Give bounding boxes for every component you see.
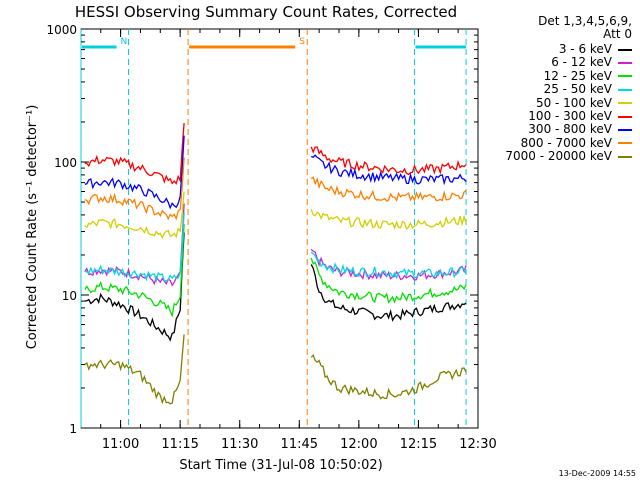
series-line: [310, 264, 467, 322]
legend-item: 25 - 50 keV: [544, 82, 632, 96]
legend-item: 800 - 7000 keV: [521, 136, 632, 150]
legend-swatch: [618, 61, 632, 64]
legend-swatch: [618, 155, 632, 158]
series-line: [310, 257, 467, 304]
legend-label: 7000 - 20000 keV: [505, 149, 612, 164]
legend-label: 6 - 12 keV: [551, 55, 612, 70]
legend-swatch: [618, 142, 632, 145]
series-line: [84, 212, 185, 284]
x-tick-label: 11:15: [161, 437, 198, 452]
x-tick-label: 12:30: [459, 437, 496, 452]
legend-label: 300 - 800 keV: [528, 122, 612, 137]
legend-label: 12 - 25 keV: [543, 68, 612, 83]
chart-title: HESSI Observing Summary Count Rates, Cor…: [75, 3, 457, 21]
series-line: [84, 135, 185, 210]
series-line: [310, 154, 467, 186]
legend-header: Det 1,3,4,5,6,9,: [538, 14, 632, 28]
footer-date: 13-Dec-2009 14:55: [559, 469, 636, 478]
legend-item: 100 - 300 keV: [528, 109, 632, 123]
legend-label: 25 - 50 keV: [543, 82, 612, 97]
series-line: [84, 157, 185, 221]
x-axis-label: Start Time (31-Jul-08 10:50:02): [179, 458, 382, 473]
y-tick-label: 1: [69, 422, 77, 436]
legend-label: 100 - 300 keV: [528, 109, 612, 123]
series-line: [310, 209, 467, 231]
x-tick-label: 11:30: [221, 437, 258, 452]
legend-label: 3 - 6 keV: [558, 42, 612, 56]
legend-swatch: [618, 115, 632, 118]
legend-swatch: [618, 128, 632, 131]
legend-label: 800 - 7000 keV: [520, 135, 612, 150]
series-line: [84, 191, 185, 240]
series-line: [84, 223, 185, 318]
x-tick-label: 11:00: [102, 437, 139, 452]
legend-label: 50 - 100 keV: [535, 95, 612, 110]
series-line: [84, 232, 185, 342]
legend-item: 12 - 25 keV: [544, 69, 632, 83]
legend-item: 3 - 6 keV: [559, 42, 632, 56]
series-line: [84, 334, 185, 405]
legend-item: 50 - 100 keV: [536, 96, 632, 110]
x-tick-label: 12:15: [400, 437, 437, 452]
flag-label: S: [299, 37, 305, 47]
legend-swatch: [618, 75, 632, 78]
legend-item: 300 - 800 keV: [528, 122, 632, 136]
plot-area: N S 1 10 100 1000 11:00 11:15 11:30 11:45 12:00 12:…: [46, 23, 496, 452]
legend-swatch: [618, 102, 632, 105]
series-line: [310, 354, 467, 400]
flag-label: N: [121, 37, 128, 47]
series-line: [310, 176, 467, 203]
legend-swatch: [618, 48, 632, 51]
y-tick-label: 10: [62, 289, 77, 303]
x-tick-label: 11:45: [281, 437, 318, 452]
y-tick-label: 1000: [46, 23, 77, 37]
series-line: [310, 146, 467, 176]
x-tick-label: 12:00: [340, 437, 377, 452]
y-axis-label: Corrected Count Rate (s⁻¹ detector⁻¹): [25, 105, 40, 350]
legend-item: 6 - 12 keV: [551, 55, 632, 69]
y-tick-label: 100: [54, 156, 77, 170]
legend-header: Att 0: [603, 27, 632, 41]
series-line: [84, 123, 185, 186]
legend-swatch: [618, 88, 632, 91]
series-line: [310, 251, 467, 280]
legend-item: 7000 - 20000 keV: [505, 149, 632, 163]
